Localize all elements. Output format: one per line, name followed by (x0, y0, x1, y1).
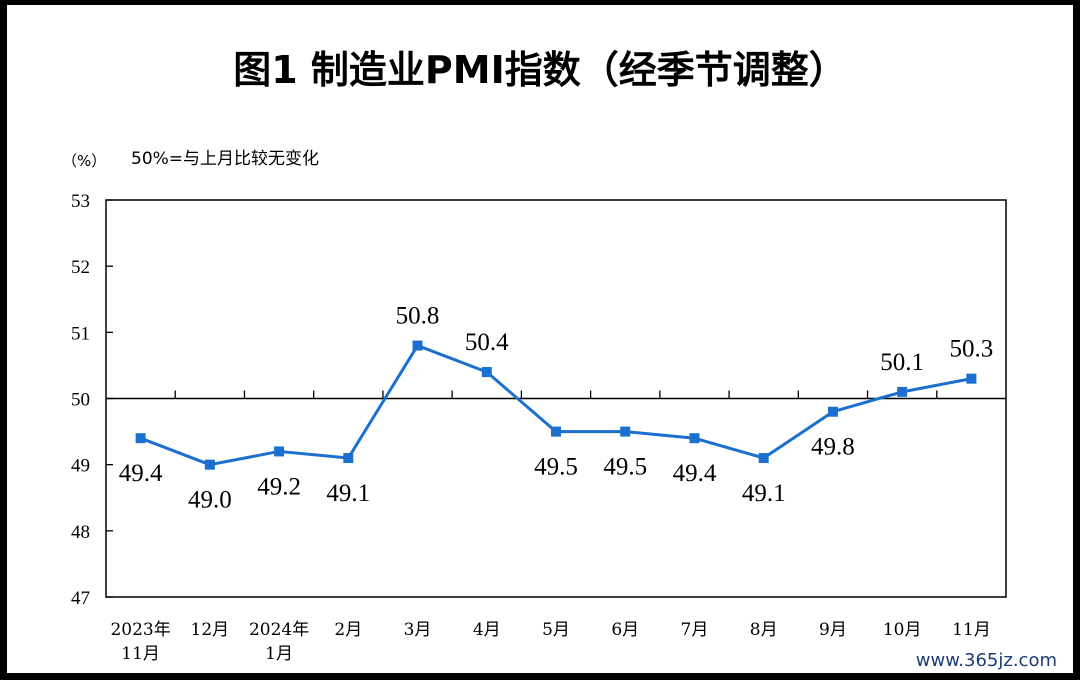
data-label: 49.5 (603, 454, 647, 481)
reference-note: 50%=与上月比较无变化 (131, 149, 319, 169)
x-category-label: 10月 (883, 620, 922, 640)
data-point-marker (135, 433, 146, 444)
x-category-label: 2月 (334, 620, 362, 640)
data-label: 49.1 (742, 480, 786, 507)
data-label: 49.1 (326, 480, 370, 507)
data-point-marker (827, 406, 838, 417)
y-tick-label: 53 (71, 191, 90, 212)
y-tick-label: 52 (71, 257, 90, 278)
data-point-marker (204, 459, 215, 470)
data-label: 50.4 (465, 329, 509, 356)
x-category-label: 9月 (819, 620, 847, 640)
x-category-label: 3月 (404, 620, 432, 640)
data-point-marker (897, 386, 908, 397)
x-category-label: 2024年 1月 (249, 620, 309, 664)
data-label: 49.4 (119, 460, 163, 487)
x-category-label: 8月 (750, 620, 778, 640)
y-tick-label: 50 (71, 390, 90, 411)
data-point-marker (758, 453, 769, 464)
data-label: 50.8 (396, 303, 440, 330)
unit-label: （%） (62, 152, 106, 170)
pmi-chart: 图1 制造业PMI指数（经季节调整） （%） 50%=与上月比较无变化 47 48… (62, 48, 1007, 664)
y-tick-label: 49 (71, 456, 90, 477)
chart-title: 图1 制造业PMI指数（经季节调整） (233, 48, 846, 92)
data-point-marker (551, 426, 561, 437)
data-label: 49.0 (188, 487, 232, 514)
x-category-label: 7月 (681, 620, 709, 640)
chart-frame: 图1 制造业PMI指数（经季节调整） （%） 50%=与上月比较无变化 47 48… (7, 5, 1073, 673)
data-point-marker (343, 453, 354, 464)
x-category-label: 2023年 11月 (110, 620, 170, 664)
data-point-marker (689, 433, 700, 444)
y-tick-label: 48 (71, 522, 90, 543)
watermark: www.365jz.com (909, 649, 1063, 673)
data-label: 49.2 (257, 473, 301, 500)
x-category-label: 12月 (191, 620, 230, 640)
data-label: 49.8 (811, 434, 855, 461)
x-category-label: 6月 (611, 620, 639, 640)
data-point-marker (412, 340, 423, 351)
y-tick-label: 47 (71, 588, 90, 609)
data-point-marker (274, 446, 285, 457)
data-point-marker (966, 373, 977, 384)
data-label: 49.4 (673, 460, 717, 487)
data-label: 50.1 (880, 349, 924, 376)
y-tick-label: 51 (71, 323, 90, 344)
x-category-label: 5月 (542, 620, 570, 640)
data-label: 49.5 (534, 454, 578, 481)
x-category-label: 11月 (952, 620, 991, 640)
data-point-marker (481, 367, 492, 378)
data-point-marker (620, 426, 631, 437)
data-label: 50.3 (950, 336, 994, 363)
x-category-label: 4月 (473, 620, 501, 640)
